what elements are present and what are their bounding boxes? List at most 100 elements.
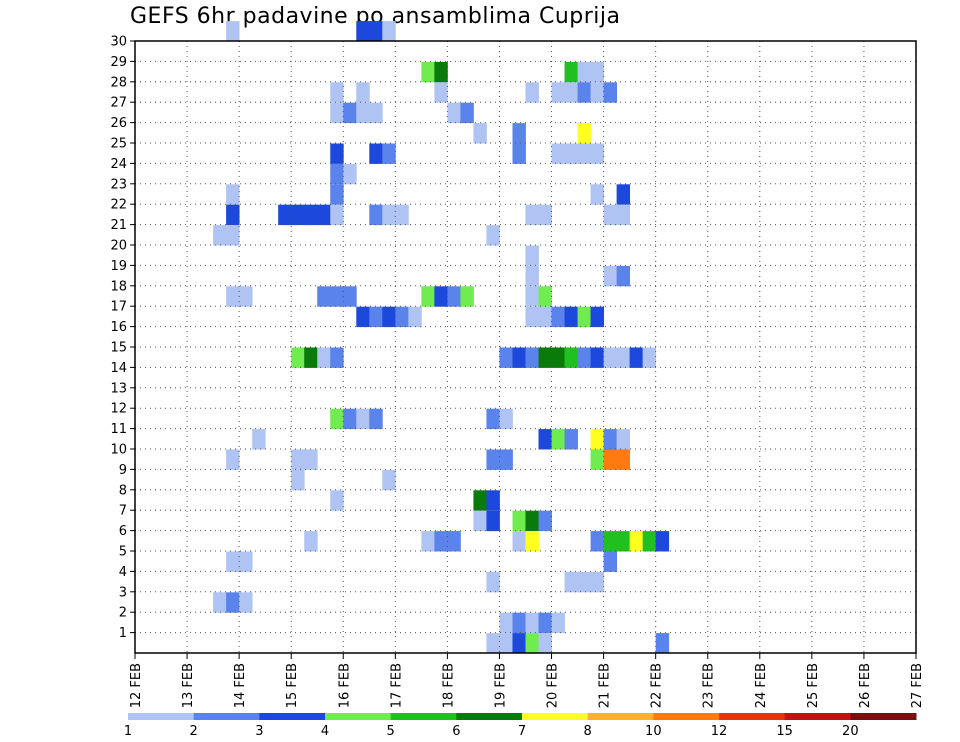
heatmap-cell xyxy=(616,204,631,226)
heatmap-cell xyxy=(525,347,539,368)
y-tick-label: 1 xyxy=(119,626,127,641)
x-tick-label: 24 FEB xyxy=(754,663,769,708)
heatmap-cell xyxy=(642,531,657,552)
y-tick-label: 5 xyxy=(119,545,127,560)
y-tick-label: 4 xyxy=(119,565,127,580)
x-tick-label: 23 FEB xyxy=(702,663,717,708)
heatmap-cell xyxy=(603,204,618,226)
x-tick-label: 13 FEB xyxy=(181,663,196,708)
heatmap-cell xyxy=(226,204,240,226)
heatmap-cell xyxy=(356,306,370,328)
heatmap-cell xyxy=(226,184,240,205)
legend-swatch xyxy=(128,713,195,720)
heatmap-cell xyxy=(317,204,331,226)
heatmap-cell xyxy=(590,347,604,368)
heatmap-cell xyxy=(460,286,474,307)
legend-label: 8 xyxy=(584,724,592,739)
heatmap-cell xyxy=(551,347,565,368)
x-tick-label: 26 FEB xyxy=(858,663,873,708)
heatmap-cell xyxy=(538,633,552,654)
heatmap-cell xyxy=(629,347,644,368)
heatmap-cell xyxy=(525,510,539,532)
y-tick-label: 21 xyxy=(110,218,127,233)
heatmap-cell xyxy=(590,449,604,470)
y-tick-label: 24 xyxy=(110,157,127,172)
heatmap-cell xyxy=(356,82,370,103)
y-tick-label: 23 xyxy=(110,177,127,192)
heatmap-cell xyxy=(486,449,500,470)
heatmap-cell xyxy=(512,612,526,634)
heatmap-cell xyxy=(343,163,357,185)
heatmap-cell xyxy=(330,408,344,430)
y-tick-label: 11 xyxy=(110,422,127,437)
heatmap-cell xyxy=(577,143,591,164)
heatmap-cell xyxy=(538,204,552,226)
heatmap-cell xyxy=(616,265,631,287)
heatmap-cell xyxy=(421,531,435,552)
heatmap-cell xyxy=(564,571,578,593)
heatmap-cell xyxy=(473,510,487,532)
legend-swatch xyxy=(719,713,786,720)
heatmap-cell xyxy=(590,184,604,205)
heatmap-cell xyxy=(434,82,448,103)
y-tick-label: 22 xyxy=(110,198,127,213)
heatmap-cell xyxy=(239,286,253,307)
heatmap-cell xyxy=(382,306,396,328)
y-tick-label: 20 xyxy=(110,239,127,254)
y-tick-label: 7 xyxy=(119,504,127,519)
heatmap-cell xyxy=(642,347,657,368)
y-tick-label: 18 xyxy=(110,279,127,294)
y-tick-label: 25 xyxy=(110,137,127,152)
heatmap-cell xyxy=(317,286,331,307)
y-tick-label: 12 xyxy=(110,402,127,417)
x-tick-label: 22 FEB xyxy=(650,663,665,708)
heatmap-cell xyxy=(291,347,305,368)
y-tick-label: 17 xyxy=(110,300,127,315)
heatmap-cell xyxy=(525,633,539,654)
heatmap-cell xyxy=(525,82,539,103)
heatmap-cell xyxy=(421,286,435,307)
heatmap-cell xyxy=(213,592,227,613)
legend-swatch xyxy=(193,713,260,720)
heatmap-cell xyxy=(382,21,396,42)
heatmap-cell xyxy=(226,225,240,246)
heatmap-cell xyxy=(226,551,240,572)
heatmap-cell xyxy=(564,143,578,164)
heatmap-cell xyxy=(577,571,591,593)
heatmap-cell xyxy=(369,102,383,124)
heatmap-cell xyxy=(395,204,409,226)
heatmap-cell xyxy=(434,286,448,307)
heatmap-cell xyxy=(421,61,435,83)
y-tick-label: 13 xyxy=(110,381,127,396)
heatmap-cell xyxy=(343,102,357,124)
heatmap-cell xyxy=(577,306,591,328)
heatmap-cell xyxy=(525,204,539,226)
heatmap-cell xyxy=(447,286,461,307)
heatmap-cell xyxy=(486,490,500,511)
heatmap-cell xyxy=(330,286,344,307)
heatmap-cell xyxy=(447,102,461,124)
heatmap-cell xyxy=(226,592,240,613)
legend-label: 7 xyxy=(518,724,526,739)
heatmap-cell xyxy=(525,286,539,307)
legend-swatch xyxy=(390,713,457,720)
heatmap-cell xyxy=(564,82,578,103)
heatmap-cell xyxy=(239,551,253,572)
heatmap-cell xyxy=(460,102,474,124)
heatmap-cell xyxy=(213,225,227,246)
y-tick-label: 26 xyxy=(110,116,127,131)
y-tick-label: 10 xyxy=(110,443,127,458)
legend-label: 20 xyxy=(842,724,859,739)
y-tick-label: 19 xyxy=(110,259,127,274)
heatmap-cell xyxy=(590,306,604,328)
heatmap-cell xyxy=(226,449,240,470)
heatmap-cell xyxy=(551,143,565,164)
heatmap-cell xyxy=(512,123,526,144)
heatmap-cell xyxy=(525,265,539,287)
heatmap-cell xyxy=(252,429,266,450)
y-tick-label: 3 xyxy=(119,585,127,600)
heatmap-cell xyxy=(486,633,500,654)
heatmap-cell xyxy=(512,531,526,552)
legend-label: 3 xyxy=(255,724,263,739)
